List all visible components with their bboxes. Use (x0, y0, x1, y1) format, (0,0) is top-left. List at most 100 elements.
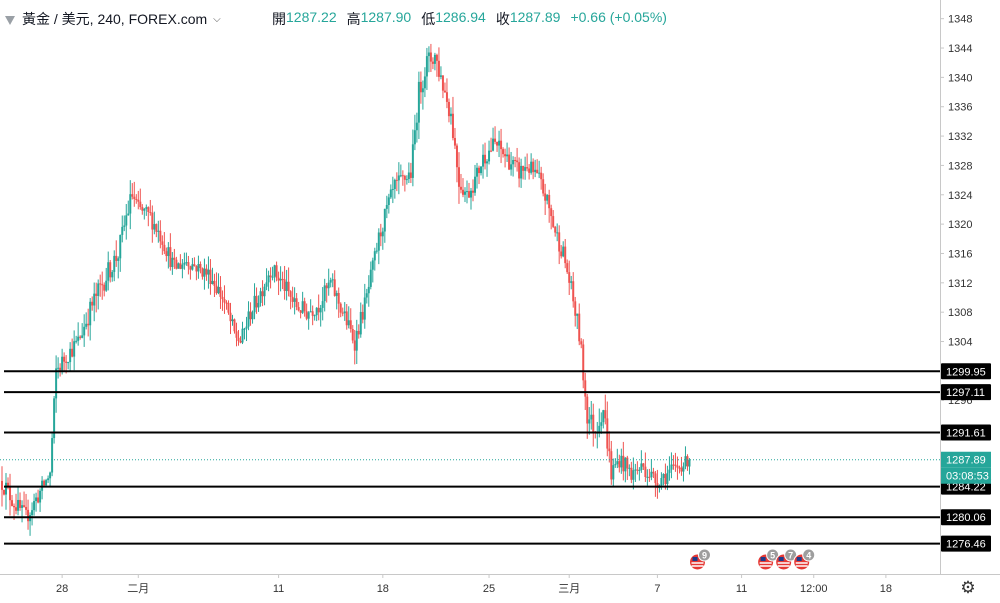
candle-body (488, 150, 491, 162)
candle-down (457, 152, 460, 204)
candle-body (83, 326, 86, 336)
candle-up (488, 140, 491, 165)
candle-down (550, 204, 553, 230)
symbol-title[interactable]: 黃金 / 美元, 240, FOREX.com (22, 11, 208, 27)
candle-down (291, 286, 294, 308)
economic-events[interactable]: 9 5 7 4 (688, 548, 816, 571)
candle-body (672, 464, 675, 466)
candle-body (37, 497, 40, 503)
candle-down (99, 274, 102, 297)
candle-up (670, 452, 673, 479)
candle-down (131, 183, 134, 200)
candle-down (419, 71, 422, 104)
horizontal-lines[interactable]: 1299.95 1297.11 1291.61 1284.22 1280.06 1276.… (4, 363, 991, 552)
candle-body (582, 344, 585, 381)
candle-body (425, 56, 428, 77)
candle-body (221, 296, 224, 300)
candle-body (421, 88, 424, 93)
candle-body (177, 263, 180, 269)
candle-up (411, 129, 414, 187)
candle-up (81, 323, 84, 339)
open-value: 1287.22 (286, 9, 337, 25)
candle-body (373, 251, 376, 261)
candle-body (43, 480, 46, 486)
candle-down (431, 57, 434, 70)
candle-body (556, 232, 559, 234)
candle-body (75, 340, 78, 342)
candle-body (463, 191, 466, 195)
candle-body (343, 311, 346, 314)
candle-body (429, 52, 432, 62)
candle-up (69, 342, 72, 372)
candle-down (526, 153, 529, 172)
symbol-header[interactable]: 黃金 / 美元, 240, FOREX.com ⌵ (4, 9, 221, 29)
candle-up (616, 448, 619, 469)
candle-body (291, 296, 294, 302)
y-tick-label: 1348 (948, 14, 972, 26)
candle-down (261, 280, 264, 307)
candle-up (329, 277, 332, 288)
candle-up (480, 165, 483, 176)
candle-body (568, 272, 571, 283)
event-marker[interactable]: 5 (757, 548, 780, 571)
candle-down (536, 159, 539, 174)
gear-icon[interactable]: ⚙ (960, 578, 976, 597)
event-marker[interactable]: 7 (775, 548, 798, 571)
candle-body (55, 368, 58, 399)
y-tick-label: 1304 (948, 337, 972, 349)
time-axis[interactable] (0, 574, 940, 603)
candle-up (486, 159, 489, 177)
candle-body (542, 179, 545, 194)
candle-body (441, 75, 444, 91)
candle-body (650, 471, 653, 478)
candle-up (105, 267, 108, 292)
price-label: 1297.11 (946, 387, 985, 399)
candle-down (606, 401, 609, 457)
price-label: 1276.46 (946, 539, 986, 551)
candle-body (21, 505, 24, 508)
y-tick-label: 1344 (948, 43, 972, 55)
high-value: 1287.90 (360, 9, 412, 25)
event-marker[interactable]: 4 (793, 548, 816, 571)
candle-body (654, 473, 657, 484)
candle-body (612, 465, 615, 480)
candle-body (602, 410, 605, 423)
candle-down (451, 96, 454, 141)
candle-up (57, 357, 60, 379)
candle-up (359, 302, 362, 338)
candle-down (63, 352, 66, 372)
candle-body (265, 282, 268, 287)
candle-down (189, 265, 192, 280)
candle-up (167, 242, 170, 269)
candle-body (508, 154, 511, 170)
event-marker[interactable]: 9 (688, 548, 711, 571)
candle-down (255, 287, 258, 314)
candle-body (69, 348, 72, 363)
candle-down (610, 440, 613, 485)
candle-body (341, 312, 344, 314)
y-tick-label: 1312 (948, 278, 972, 290)
candle-body (255, 295, 258, 308)
current-price-tag (941, 451, 991, 468)
candle-body (439, 75, 442, 77)
candle-body (297, 307, 300, 311)
candle-down (542, 173, 545, 197)
candle-up (381, 227, 384, 250)
candle-up (423, 67, 426, 98)
close-value: 1287.89 (509, 9, 561, 25)
candle-body (484, 154, 487, 164)
candle-down (349, 308, 352, 333)
chevron-down-icon[interactable]: ⌵ (213, 13, 221, 25)
candle-body (684, 456, 687, 467)
candle-up (319, 304, 322, 327)
candle-body (217, 286, 220, 294)
candle-body (307, 312, 310, 319)
candle-down (187, 255, 190, 275)
candle-down (223, 285, 226, 314)
candle-body (317, 307, 320, 313)
candle-body (401, 175, 404, 177)
candle-body (534, 169, 537, 173)
plot-area[interactable] (0, 0, 940, 574)
candle-down (281, 271, 284, 290)
